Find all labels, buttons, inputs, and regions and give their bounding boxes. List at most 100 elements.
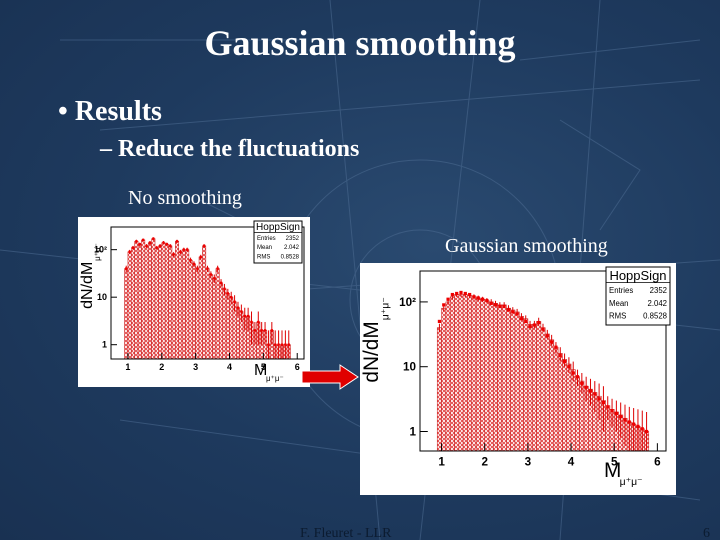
histogram-bar <box>449 296 455 452</box>
data-point <box>446 297 450 301</box>
histogram-bar <box>205 268 210 360</box>
plot-frame <box>110 226 305 360</box>
x-tick-label: 4 <box>227 362 232 372</box>
data-point <box>571 371 575 375</box>
data-point <box>274 343 277 346</box>
stats-value: 0.8528 <box>643 312 667 321</box>
data-point <box>562 359 567 364</box>
data-point <box>442 303 446 307</box>
data-point <box>468 292 472 297</box>
data-point <box>277 343 280 346</box>
stats-label: Entries <box>257 236 276 242</box>
data-point <box>597 397 601 401</box>
stats-value: 2352 <box>650 286 667 295</box>
data-point <box>165 243 169 246</box>
data-point <box>636 424 640 428</box>
x-tick-label: 4 <box>568 455 575 468</box>
histogram-bar <box>208 274 213 360</box>
histogram-bar <box>484 300 490 452</box>
data-point <box>152 237 155 240</box>
data-point <box>284 343 287 346</box>
data-point <box>437 319 442 324</box>
data-point <box>216 267 219 270</box>
histogram-bar <box>536 321 542 452</box>
histogram-bar <box>436 327 442 452</box>
x-tick-label: 5 <box>261 362 266 372</box>
x-tick-label: 2 <box>159 362 164 372</box>
histogram-bar <box>131 247 136 360</box>
stats-box <box>605 266 671 326</box>
data-point <box>493 303 498 307</box>
histogram-bar <box>458 294 464 452</box>
data-point <box>632 422 636 426</box>
histogram-bar <box>497 304 503 452</box>
data-point <box>270 329 274 332</box>
data-point <box>182 248 185 251</box>
histogram-bar <box>557 353 563 452</box>
histogram-bar <box>575 376 580 452</box>
data-point <box>125 267 128 270</box>
data-point <box>196 267 199 270</box>
data-point <box>593 392 597 396</box>
x-tick-label: 5 <box>611 455 618 468</box>
stats-label: Entries <box>609 286 633 295</box>
data-point <box>459 290 463 295</box>
data-point <box>450 292 454 297</box>
data-point <box>280 343 284 346</box>
data-point <box>537 320 541 325</box>
data-point <box>169 244 172 248</box>
data-point <box>162 241 165 244</box>
histogram-bar <box>540 327 546 452</box>
histogram-bar <box>480 298 486 452</box>
histogram-bar <box>475 297 481 452</box>
histogram-bar <box>544 333 550 452</box>
histogram-no-smoothing: 1 2 3 4 5 611010²dN/dMμ⁺μ⁻Mμ⁺μ⁻HoppSignEntrie… <box>78 217 310 387</box>
histogram-bar <box>185 249 190 360</box>
histogram-bar <box>462 294 468 452</box>
histogram-bar <box>229 296 234 360</box>
data-point <box>263 329 267 332</box>
data-point <box>623 418 627 422</box>
y-tick-label: 1 <box>102 340 107 350</box>
histogram-bar <box>178 251 183 360</box>
data-point <box>541 327 545 331</box>
data-point <box>209 273 213 276</box>
x-axis-label: M <box>254 362 267 379</box>
data-point <box>472 295 476 299</box>
data-point <box>610 409 614 413</box>
data-point <box>606 405 610 409</box>
histogram-bar <box>518 315 524 452</box>
data-point <box>584 385 588 389</box>
data-point <box>640 427 644 431</box>
plot-frame <box>419 270 667 452</box>
data-point <box>558 353 562 357</box>
histogram-bar <box>181 249 186 360</box>
histogram-bar <box>127 251 132 360</box>
histogram-bar <box>195 268 200 360</box>
histogram-bar <box>445 301 451 452</box>
histogram-bar <box>531 324 537 452</box>
histogram-bar <box>124 268 129 360</box>
x-tick-label: 6 <box>295 362 300 372</box>
histogram-bar <box>454 294 460 452</box>
histogram-bar <box>198 256 203 360</box>
data-point <box>155 246 158 249</box>
histogram-bar <box>171 253 176 360</box>
histogram-bar <box>523 318 529 452</box>
stats-label: Mean <box>257 245 272 251</box>
histogram-bar <box>510 309 516 452</box>
histogram-bar <box>212 277 217 360</box>
data-point <box>580 381 584 386</box>
stats-value: 0.8528 <box>281 254 300 260</box>
data-point <box>206 267 209 270</box>
data-point <box>145 244 148 248</box>
data-point <box>515 312 519 316</box>
histogram-bar <box>467 295 473 452</box>
x-tick-label: 3 <box>525 455 532 468</box>
histogram-bar <box>506 307 511 452</box>
data-point <box>575 375 580 379</box>
histogram-bar <box>202 245 207 360</box>
data-point <box>189 259 192 262</box>
x-tick-label: 6 <box>654 455 661 468</box>
